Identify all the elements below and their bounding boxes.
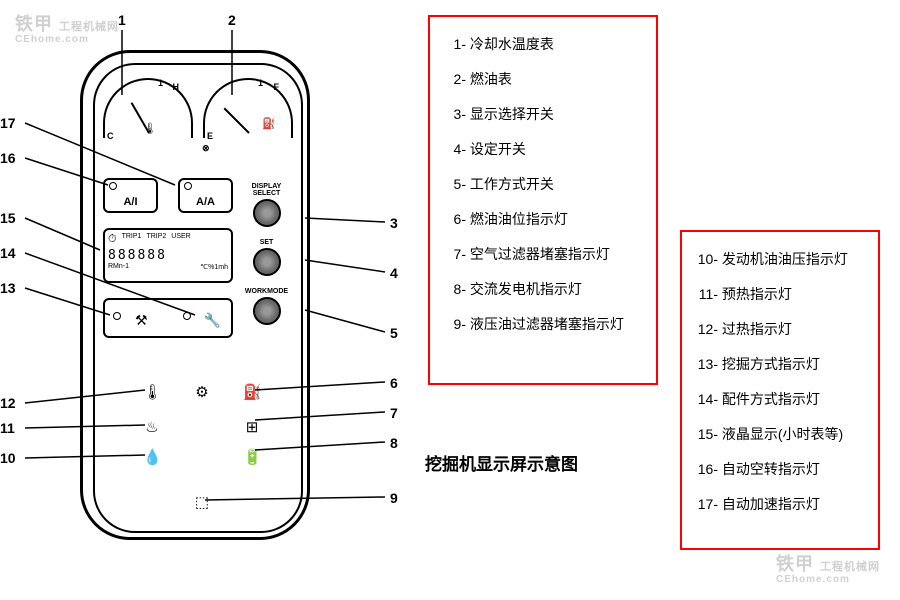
mode-label: A/A (180, 196, 231, 208)
legend-item: 7- 空气过滤器堵塞指示灯 (442, 237, 644, 272)
gauge-extra: 1 (158, 78, 163, 88)
gauge-label-h: H (173, 82, 180, 92)
lcd-digits: 888888 (108, 248, 228, 263)
callout-10: 10 (0, 450, 16, 466)
watermark-sub: CEhome.com (15, 34, 119, 45)
lcd-display: ⏱ TRIP1 TRIP2 USER 888888 RMn-1 ℃%1mh (103, 228, 233, 283)
attachment-icon: 🔧 (204, 312, 221, 329)
indicator-light (109, 182, 117, 190)
callout-4: 4 (390, 265, 398, 281)
legend-item: 16- 自动空转指示灯 (694, 452, 866, 487)
callout-2: 2 (228, 12, 236, 28)
legend-item: 14- 配件方式指示灯 (694, 382, 866, 417)
indicator-light (184, 182, 192, 190)
lcd-user: USER (171, 233, 190, 246)
watermark-sub: CEhome.com (776, 574, 880, 585)
workmode-button (253, 297, 281, 325)
gauge-extra: 1 (258, 78, 263, 88)
gauge-label-f: F (274, 82, 280, 92)
lcd-trip2: TRIP2 (146, 233, 166, 246)
set-label: SET (244, 239, 289, 246)
auto-accel-button: A/A (178, 178, 233, 213)
display-select-label: DISPLAY SELECT (244, 183, 289, 197)
watermark-main: 铁甲 (776, 554, 814, 574)
engine-icon: ⚙ (193, 383, 211, 401)
oil-pressure-icon: 💧 (143, 448, 161, 466)
legend-item: 15- 液晶显示(小时表等) (694, 417, 866, 452)
overheat-icon: 🌡 (143, 383, 161, 401)
legend-item: 6- 燃油油位指示灯 (442, 202, 644, 237)
dig-indicator (113, 312, 121, 320)
legend-item: 5- 工作方式开关 (442, 167, 644, 202)
callout-7: 7 (390, 405, 398, 421)
callout-16: 16 (0, 150, 16, 166)
side-buttons: DISPLAY SELECT SET WORKMODE (244, 183, 289, 337)
callout-11: 11 (0, 420, 15, 436)
callout-6: 6 (390, 375, 398, 391)
callout-17: 17 (0, 115, 16, 131)
watermark-mid: 工程机械网 (820, 561, 880, 573)
lcd-footer-r: ℃%1mh (200, 263, 228, 271)
clock-icon: ⏱ (108, 233, 117, 246)
attach-indicator (183, 312, 191, 320)
callout-9: 9 (390, 490, 398, 506)
filter-icon: ⊞ (243, 418, 261, 436)
watermark-main: 铁甲 (15, 14, 53, 34)
battery-icon: 🔋 (243, 448, 261, 466)
lcd-header: ⏱ TRIP1 TRIP2 USER (108, 233, 228, 246)
auto-idle-button: A/I (103, 178, 158, 213)
legend-item: 9- 液压油过滤器堵塞指示灯 (442, 307, 644, 342)
gauge-cross: ⊗ (202, 143, 210, 154)
mode-buttons: A/I A/A (103, 178, 233, 218)
hydraulic-icon: ⬚ (193, 493, 211, 511)
legend-item: 11- 预热指示灯 (694, 277, 866, 312)
fuel-icon: ⛽ (262, 117, 276, 130)
legend-item: 13- 挖掘方式指示灯 (694, 347, 866, 382)
callout-1: 1 (118, 12, 126, 28)
legend-box-1: 1- 冷却水温度表 2- 燃油表 3- 显示选择开关 4- 设定开关 5- 工作… (428, 15, 658, 385)
callout-15: 15 (0, 210, 16, 226)
watermark-mid: 工程机械网 (59, 21, 119, 33)
lcd-trip1: TRIP1 (122, 233, 142, 246)
workmode-label: WORKMODE (244, 288, 289, 295)
legend-item: 3- 显示选择开关 (442, 97, 644, 132)
legend-item: 8- 交流发电机指示灯 (442, 272, 644, 307)
watermark-bottom-right: 铁甲 工程机械网 CEhome.com (776, 550, 880, 585)
watermark-top-left: 铁甲 工程机械网 CEhome.com (15, 10, 119, 45)
legend-box-2: 10- 发动机油油压指示灯 11- 预热指示灯 12- 过热指示灯 13- 挖掘… (680, 230, 880, 550)
bucket-icon: ⚒ (135, 312, 148, 329)
legend-item: 4- 设定开关 (442, 132, 644, 167)
callout-14: 14 (0, 245, 16, 261)
gauge-label-e: E (207, 131, 213, 141)
legend-item: 10- 发动机油油压指示灯 (694, 242, 866, 277)
display-panel: C H 1 🌡 E F 1 ⛽ ⊗ A/I A/A (80, 50, 310, 540)
callout-3: 3 (390, 215, 398, 231)
diagram-title: 挖掘机显示屏示意图 (425, 450, 578, 475)
temp-icon: 🌡 (143, 122, 157, 135)
lcd-footer-l: RMn-1 (108, 263, 129, 271)
callout-13: 13 (0, 280, 16, 296)
legend-item: 17- 自动加速指示灯 (694, 487, 866, 522)
gauge-label-c: C (107, 131, 114, 141)
fuel-level-icon: ⛽ (243, 383, 261, 401)
panel-outer: C H 1 🌡 E F 1 ⛽ ⊗ A/I A/A (80, 50, 310, 540)
preheat-icon: ♨ (143, 418, 161, 436)
gauge-needle (224, 108, 250, 134)
mode-label: A/I (105, 196, 156, 208)
fuel-gauge: E F 1 ⛽ ⊗ (203, 78, 293, 138)
callout-8: 8 (390, 435, 398, 451)
legend-item: 12- 过热指示灯 (694, 312, 866, 347)
dig-mode-buttons: ⚒ 🔧 (103, 298, 233, 338)
gauge-section: C H 1 🌡 E F 1 ⛽ ⊗ (98, 78, 298, 158)
coolant-temp-gauge: C H 1 🌡 (103, 78, 193, 138)
lcd-footer: RMn-1 ℃%1mh (108, 263, 228, 271)
legend-item: 1- 冷却水温度表 (442, 27, 644, 62)
callout-12: 12 (0, 395, 16, 411)
legend-item: 2- 燃油表 (442, 62, 644, 97)
set-button (253, 248, 281, 276)
callout-5: 5 (390, 325, 398, 341)
display-select-button (253, 199, 281, 227)
